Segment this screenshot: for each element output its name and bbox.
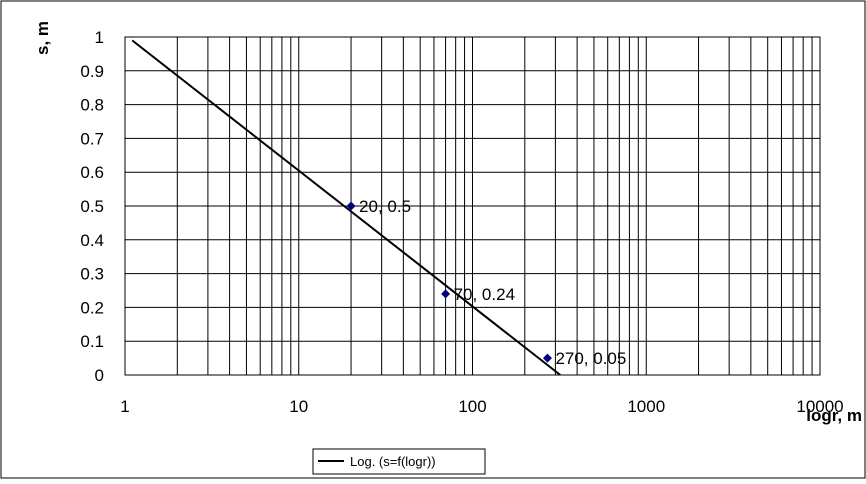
- trendline: [131, 39, 561, 376]
- y-tick-label: 0.7: [80, 129, 104, 148]
- y-tick-label: 0.3: [80, 265, 104, 284]
- x-tick-label: 10: [289, 397, 308, 416]
- x-tick-label: 10000: [796, 397, 843, 416]
- y-tick-label: 0.2: [80, 298, 104, 317]
- data-point: [346, 201, 356, 211]
- x-tick-label: 100: [458, 397, 486, 416]
- y-tick-label: 0.8: [80, 96, 104, 115]
- y-tick-label: 0.9: [80, 62, 104, 81]
- y-tick-label: 0.5: [80, 197, 104, 216]
- x-tick-label: 1: [120, 397, 129, 416]
- y-tick-label: 0.4: [80, 231, 104, 250]
- data-label: 70, 0.24: [454, 285, 515, 304]
- x-tick-label: 1000: [627, 397, 665, 416]
- y-tick-label: 0.1: [80, 332, 104, 351]
- data-point: [441, 289, 451, 299]
- x-axis-label: logr, m: [806, 406, 862, 425]
- y-tick-label: 0.6: [80, 163, 104, 182]
- y-tick-label: 1: [95, 28, 104, 47]
- y-axis-label: s, m: [33, 21, 52, 55]
- data-label: 20, 0.5: [359, 197, 411, 216]
- legend-label: Log. (s=f(logr)): [350, 454, 436, 469]
- y-tick-label: 0: [95, 366, 104, 385]
- data-point: [542, 353, 552, 363]
- plot-area: [124, 36, 821, 376]
- data-label: 270, 0.05: [555, 349, 626, 368]
